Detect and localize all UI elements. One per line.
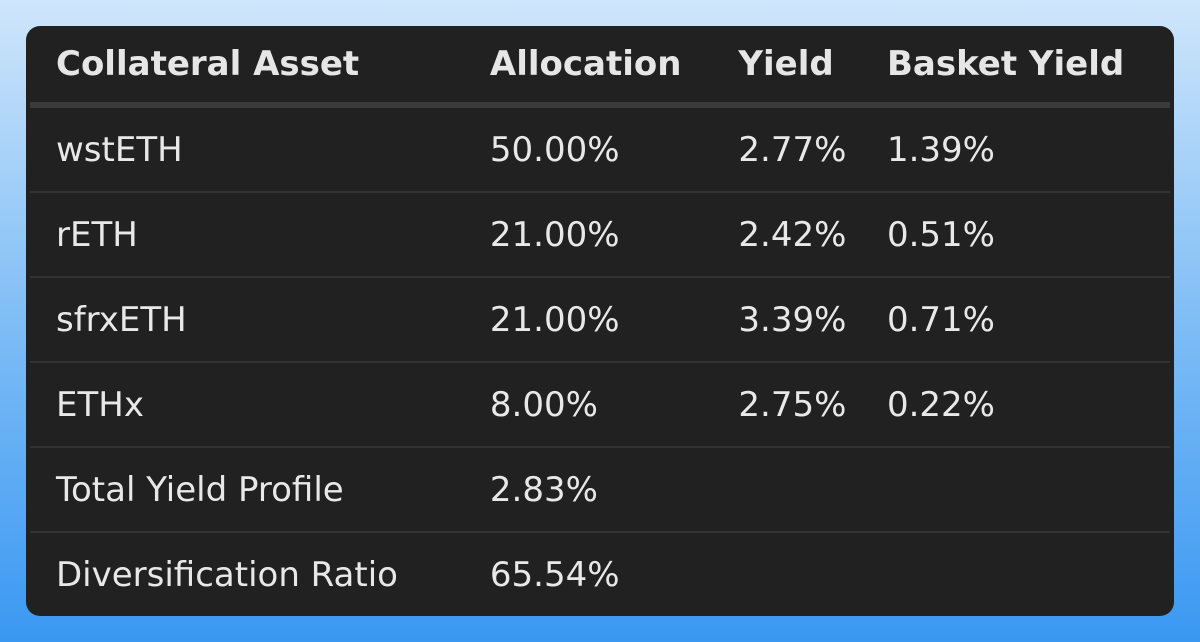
table: Collateral Asset Allocation Yield Basket Yi… <box>30 26 1170 616</box>
row: sfrxETH 21.00% 3.39% 0.71% <box>30 277 1170 363</box>
cell: Total Yield Profile <box>30 447 464 533</box>
header-cell: Allocation <box>463 26 721 108</box>
header-row: Collateral Asset Allocation Yield Basket Yi… <box>30 26 1170 108</box>
cell: ETHx <box>30 362 464 448</box>
cell: 0.71% <box>868 277 1170 363</box>
cell: 2.75% <box>720 362 869 448</box>
cell: 8.00% <box>463 362 721 448</box>
cell: Diversification Ratio <box>56 554 398 595</box>
cell: rETH <box>30 192 464 278</box>
cell: 21.00% <box>463 277 721 363</box>
cell: 1.39% <box>868 105 1170 193</box>
cell: 65.54% <box>489 554 620 595</box>
header-cell: Yield <box>720 26 869 108</box>
row: ETHx 8.00% 2.75% 0.22% <box>30 362 1170 448</box>
cell: 50.00% <box>463 105 721 193</box>
row: rETH 21.00% 2.42% 0.51% <box>30 192 1170 278</box>
cell: wstETH <box>30 105 464 193</box>
cell <box>720 532 869 616</box>
cell: 0.51% <box>868 192 1170 278</box>
cell: 21.00% <box>463 192 721 278</box>
cell: sfrxETH <box>30 277 464 363</box>
header-cell: Basket Yield <box>868 26 1170 108</box>
cell: 2.83% <box>463 447 721 533</box>
cell <box>720 447 869 533</box>
cell <box>868 447 1170 533</box>
row: Diversification Ratio 65.54% <box>30 532 1170 616</box>
cell <box>869 532 1170 616</box>
cell: 2.77% <box>720 105 869 193</box>
table-body: wstETH 50.00% 2.77% 1.39% rETH 21.00% 2.42% 0.5… <box>30 105 1170 616</box>
cell: 2.42% <box>720 192 869 278</box>
header-cell: Collateral Asset <box>30 26 464 108</box>
table-card: Collateral Asset Allocation Yield Basket Yi… <box>26 26 1174 616</box>
row: Total Yield Profile 2.83% <box>30 447 1170 533</box>
cell: 3.39% <box>720 277 869 363</box>
cell: 0.22% <box>868 362 1170 448</box>
row: wstETH 50.00% 2.77% 1.39% <box>30 105 1170 193</box>
